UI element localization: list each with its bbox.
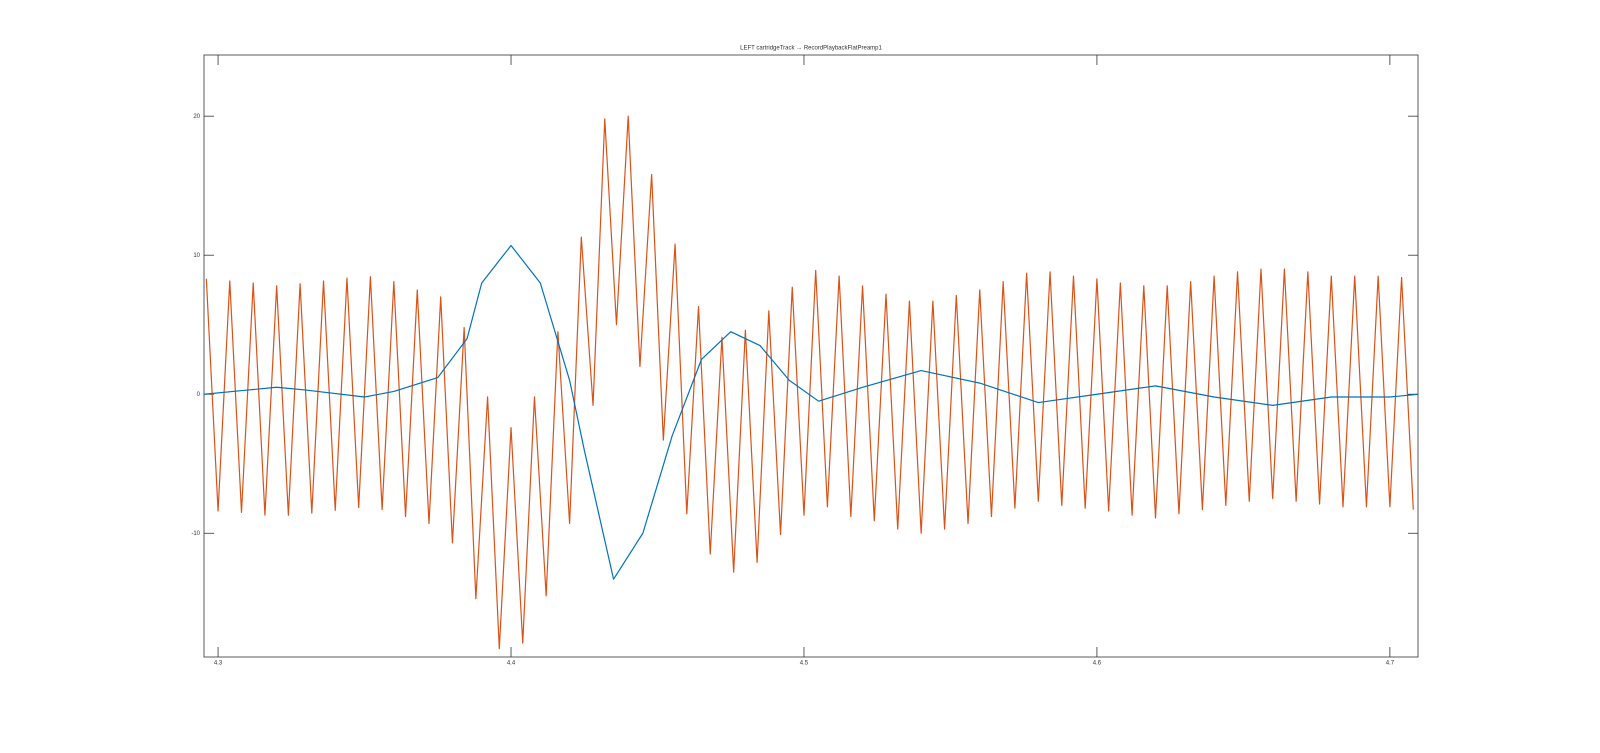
series-line xyxy=(203,244,1419,580)
y-tick-label: 10 xyxy=(193,253,200,259)
x-tick-label: 4.4 xyxy=(507,661,516,667)
y-tick-label: 0 xyxy=(197,392,201,398)
x-tick-label: 4.6 xyxy=(1093,661,1102,667)
x-tick-label: 4.5 xyxy=(800,661,809,667)
y-tick-label: 20 xyxy=(193,114,200,120)
x-tick-label: 4.7 xyxy=(1386,661,1395,667)
x-tick-label: 4.3 xyxy=(214,661,223,667)
chart-title: LEFT cartridgeTrack → RecordPlaybackFlat… xyxy=(740,46,882,52)
series-line xyxy=(205,115,1414,650)
y-tick-label: -10 xyxy=(191,531,200,537)
